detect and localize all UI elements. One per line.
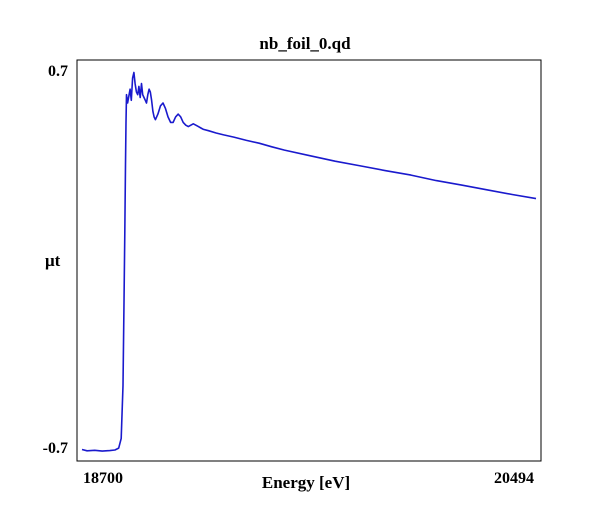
- chart-title: nb_foil_0.qd: [259, 34, 351, 53]
- y-tick-label-top: 0.7: [48, 63, 68, 80]
- x-tick-label-left: 18700: [83, 470, 123, 487]
- x-axis-label: Energy [eV]: [262, 473, 350, 492]
- y-axis-label: μt: [45, 251, 61, 270]
- series-layer: [81, 71, 537, 452]
- x-tick-label-right: 20494: [494, 470, 534, 487]
- y-tick-label-bottom: -0.7: [43, 440, 68, 457]
- plot-frame: [76, 59, 542, 462]
- series-line-0: [81, 71, 537, 452]
